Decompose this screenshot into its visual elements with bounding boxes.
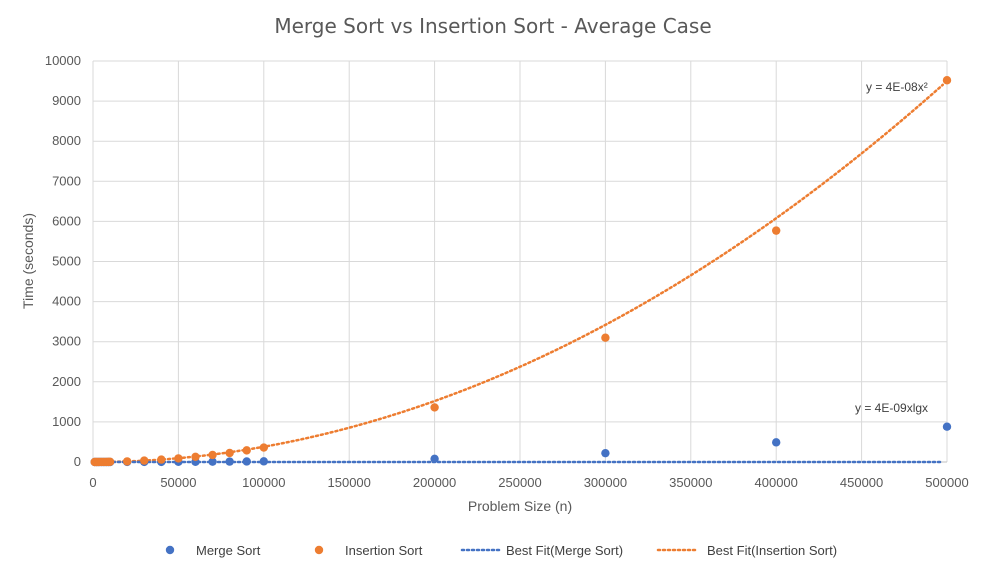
y-axis-ticks: 0 1000 2000 3000 4000 5000 6000 7000 8000 9000 100… [45,53,81,469]
x-tick-label: 250000 [498,475,541,490]
x-tick-label: 50000 [160,475,196,490]
y-axis-label: Time (seconds) [20,213,36,309]
y-tick-label: 0 [74,454,81,469]
gridlines [92,60,948,463]
x-tick-label: 200000 [413,475,456,490]
insertion-sort-point [105,457,115,467]
x-tick-label: 350000 [669,475,712,490]
y-tick-label: 1000 [52,414,81,429]
legend-best-fit-merge-label: Best Fit(Merge Sort) [506,543,623,558]
insertion-sort-point [942,76,952,85]
insertion-sort-point [259,443,268,452]
data-points [90,76,952,467]
x-tick-label: 400000 [755,475,798,490]
merge-sort-point [942,422,952,431]
x-axis-ticks: 0 50000 100000 150000 200000 250000 300000 3500… [89,475,968,490]
insertion-sort-point [225,448,234,458]
trendline-equation-merge: y = 4E-09xlgx [855,401,928,415]
insertion-sort-point [122,457,132,466]
legend-insertion-sort-label: Insertion Sort [345,543,423,558]
x-tick-label: 500000 [925,475,968,490]
legend-merge-sort-marker [165,545,175,555]
merge-sort-point [601,448,610,458]
y-tick-label: 5000 [52,254,81,269]
merge-sort-point [430,454,439,463]
trendline-equation-insertion: y = 4E-08x² [866,80,928,94]
insertion-sort-point [208,450,217,460]
x-tick-label: 300000 [584,475,627,490]
trendlines [91,83,944,464]
x-tick-label: 150000 [328,475,371,490]
insertion-sort-point [140,456,149,465]
x-tick-label: 450000 [840,475,883,490]
y-tick-label: 6000 [52,213,81,228]
y-tick-label: 3000 [52,334,81,349]
x-axis-label: Problem Size (n) [468,498,572,514]
chart-title: Merge Sort vs Insertion Sort - Average C… [274,14,711,38]
insertion-sort-point [242,446,251,455]
insertion-sort-point [157,455,166,464]
merge-sort-point [259,457,268,466]
x-tick-label: 100000 [242,475,285,490]
insertion-sort-point [601,333,610,342]
trendline-insertion-sort [91,83,944,464]
legend-insertion-sort-marker [314,545,324,555]
insertion-sort-point [430,403,439,412]
merge-sort-point [225,457,234,466]
merge-sort-point [208,457,217,466]
y-tick-label: 9000 [52,93,81,108]
merge-sort-point [772,438,781,447]
y-tick-label: 8000 [52,133,81,148]
x-tick-label: 0 [89,475,96,490]
merge-sort-point [242,457,251,466]
legend-best-fit-insertion-label: Best Fit(Insertion Sort) [707,543,837,558]
insertion-sort-point [191,452,200,461]
legend-merge-sort-label: Merge Sort [196,543,261,558]
insertion-sort-point [772,226,781,235]
y-tick-label: 2000 [52,374,81,389]
legend: Merge Sort Insertion Sort Best Fit(Merge S… [165,543,837,558]
y-tick-label: 10000 [45,53,81,68]
insertion-sort-point [174,454,183,463]
y-tick-label: 7000 [52,173,81,188]
y-tick-label: 4000 [52,294,81,309]
